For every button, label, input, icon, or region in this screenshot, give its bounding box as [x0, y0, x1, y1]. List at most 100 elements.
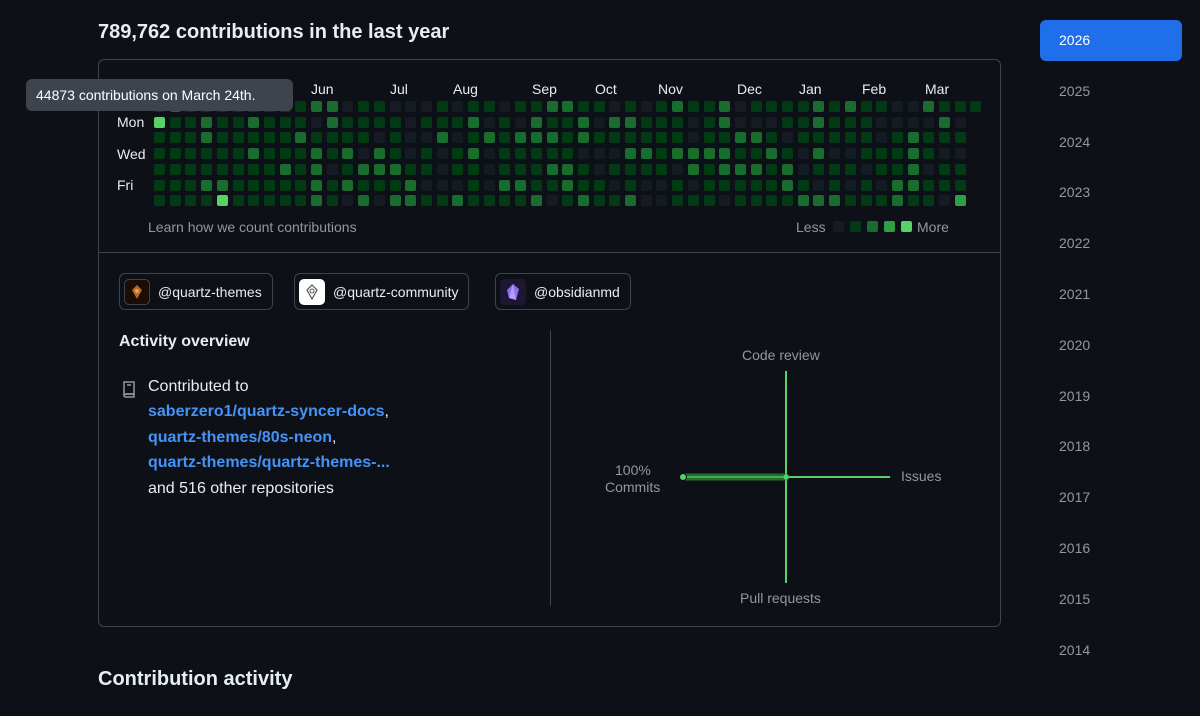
contribution-day-cell[interactable]	[263, 132, 275, 144]
contribution-day-cell[interactable]	[876, 101, 888, 112]
contribution-day-cell[interactable]	[185, 195, 197, 207]
contribution-day-cell[interactable]	[546, 116, 558, 128]
contribution-day-cell[interactable]	[216, 148, 228, 160]
contribution-day-cell[interactable]	[640, 179, 652, 191]
contribution-day-cell[interactable]	[562, 148, 574, 160]
contribution-day-cell[interactable]	[342, 101, 354, 112]
contribution-day-cell[interactable]	[577, 116, 589, 128]
contribution-day-cell[interactable]	[891, 195, 903, 207]
contribution-day-cell[interactable]	[373, 163, 385, 175]
contribution-day-cell[interactable]	[891, 179, 903, 191]
contribution-day-cell[interactable]	[939, 163, 950, 175]
contribution-day-cell[interactable]	[373, 132, 385, 144]
contribution-day-cell[interactable]	[154, 195, 165, 207]
contribution-day-cell[interactable]	[797, 179, 809, 191]
contribution-day-cell[interactable]	[625, 101, 636, 112]
contribution-day-cell[interactable]	[436, 116, 448, 128]
contribution-day-cell[interactable]	[797, 148, 809, 160]
contribution-day-cell[interactable]	[154, 116, 165, 128]
year-2016[interactable]: 2016	[1059, 540, 1091, 556]
contribution-day-cell[interactable]	[248, 179, 260, 191]
contribution-day-cell[interactable]	[703, 148, 715, 160]
contribution-day-cell[interactable]	[562, 101, 574, 112]
contribution-day-cell[interactable]	[640, 163, 652, 175]
year-2020[interactable]: 2020	[1059, 336, 1091, 353]
contribution-day-cell[interactable]	[876, 179, 888, 191]
contribution-day-cell[interactable]	[766, 132, 778, 144]
contribution-day-cell[interactable]	[499, 148, 511, 160]
contribution-day-cell[interactable]	[954, 148, 966, 160]
contribution-day-cell[interactable]	[734, 163, 746, 175]
contribution-day-cell[interactable]	[326, 116, 338, 128]
contribution-day-cell[interactable]	[923, 163, 935, 175]
contribution-day-cell[interactable]	[907, 101, 919, 112]
contribution-day-cell[interactable]	[750, 116, 762, 128]
contribution-day-cell[interactable]	[593, 195, 605, 207]
contribution-day-cell[interactable]	[687, 132, 699, 144]
contribution-day-cell[interactable]	[797, 163, 809, 175]
contribution-day-cell[interactable]	[169, 132, 181, 144]
contribution-day-cell[interactable]	[625, 163, 636, 175]
contribution-day-cell[interactable]	[593, 132, 605, 144]
contribution-day-cell[interactable]	[766, 148, 778, 160]
contribution-day-cell[interactable]	[405, 163, 417, 175]
contribution-day-cell[interactable]	[405, 132, 417, 144]
contribution-day-cell[interactable]	[860, 179, 872, 191]
contribution-day-cell[interactable]	[609, 101, 621, 112]
contribution-day-cell[interactable]	[295, 148, 307, 160]
year-2015[interactable]: 2015	[1059, 590, 1091, 607]
contribution-day-cell[interactable]	[719, 101, 731, 112]
contribution-day-cell[interactable]	[342, 195, 354, 207]
contribution-day-cell[interactable]	[263, 163, 275, 175]
contribution-day-cell[interactable]	[829, 101, 841, 112]
contribution-day-cell[interactable]	[750, 195, 762, 207]
contribution-day-cell[interactable]	[829, 132, 841, 144]
contribution-day-cell[interactable]	[515, 101, 527, 112]
contribution-day-cell[interactable]	[546, 163, 558, 175]
contribution-day-cell[interactable]	[750, 132, 762, 144]
contribution-day-cell[interactable]	[609, 195, 621, 207]
contribution-day-cell[interactable]	[169, 148, 181, 160]
contribution-day-cell[interactable]	[734, 179, 746, 191]
contribution-day-cell[interactable]	[672, 148, 684, 160]
contribution-day-cell[interactable]	[358, 148, 370, 160]
contribution-day-cell[interactable]	[530, 179, 542, 191]
contribution-day-cell[interactable]	[405, 101, 417, 112]
contribution-day-cell[interactable]	[703, 163, 715, 175]
contribution-day-cell[interactable]	[829, 195, 841, 207]
contribution-day-cell[interactable]	[358, 101, 370, 112]
contribution-day-cell[interactable]	[373, 101, 385, 112]
contribution-day-cell[interactable]	[719, 116, 731, 128]
contribution-day-cell[interactable]	[672, 101, 684, 112]
org-filter-obsidianmd[interactable]: @obsidianmd	[495, 273, 631, 310]
contribution-day-cell[interactable]	[185, 132, 197, 144]
contribution-day-cell[interactable]	[939, 101, 950, 112]
contribution-day-cell[interactable]	[326, 148, 338, 160]
contribution-day-cell[interactable]	[279, 163, 291, 175]
contribution-day-cell[interactable]	[546, 148, 558, 160]
contribution-day-cell[interactable]	[829, 163, 841, 175]
contribution-day-cell[interactable]	[468, 116, 479, 128]
contribution-day-cell[interactable]	[625, 132, 636, 144]
contribution-day-cell[interactable]	[326, 101, 338, 112]
contribution-day-cell[interactable]	[813, 101, 825, 112]
contribution-day-cell[interactable]	[326, 179, 338, 191]
contribution-day-cell[interactable]	[687, 195, 699, 207]
contribution-day-cell[interactable]	[687, 101, 699, 112]
contribution-day-cell[interactable]	[577, 101, 589, 112]
contribution-day-cell[interactable]	[813, 116, 825, 128]
contribution-day-cell[interactable]	[546, 132, 558, 144]
contribution-day-cell[interactable]	[515, 116, 527, 128]
repo-link[interactable]: quartz-themes/80s-neon	[148, 429, 333, 446]
contribution-day-cell[interactable]	[263, 195, 275, 207]
contribution-day-cell[interactable]	[232, 132, 244, 144]
contribution-day-cell[interactable]	[703, 195, 715, 207]
year-2023[interactable]: 2023	[1059, 184, 1091, 201]
contribution-day-cell[interactable]	[577, 132, 589, 144]
contribution-day-cell[interactable]	[279, 179, 291, 191]
contribution-day-cell[interactable]	[907, 179, 919, 191]
contribution-day-cell[interactable]	[530, 101, 542, 112]
contribution-day-cell[interactable]	[248, 116, 260, 128]
contribution-day-cell[interactable]	[766, 179, 778, 191]
contribution-day-cell[interactable]	[813, 195, 825, 207]
